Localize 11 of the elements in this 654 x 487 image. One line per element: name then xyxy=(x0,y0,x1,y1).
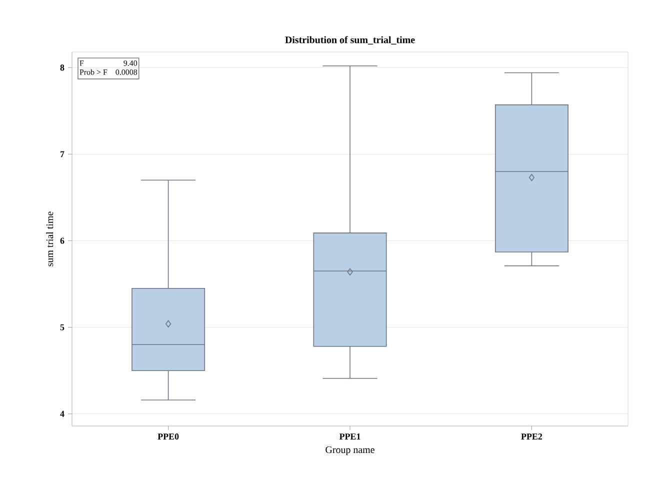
y-tick-label: 6 xyxy=(60,238,64,244)
x-tick-label: PPE2 xyxy=(521,434,542,440)
x-tick-label: PPE1 xyxy=(339,434,360,440)
y-tick-label: 4 xyxy=(60,410,64,417)
x-tick-label: PPE0 xyxy=(158,434,179,440)
y-tick-label: 8 xyxy=(60,64,64,71)
y-axis-title: sum trial time xyxy=(46,212,54,266)
y-tick-label: 5 xyxy=(60,324,64,330)
y-tick-label: 7 xyxy=(60,151,64,158)
x-axis-title: Group name xyxy=(326,446,374,456)
chart-title: Distribution of sum_trial_time xyxy=(285,36,415,44)
